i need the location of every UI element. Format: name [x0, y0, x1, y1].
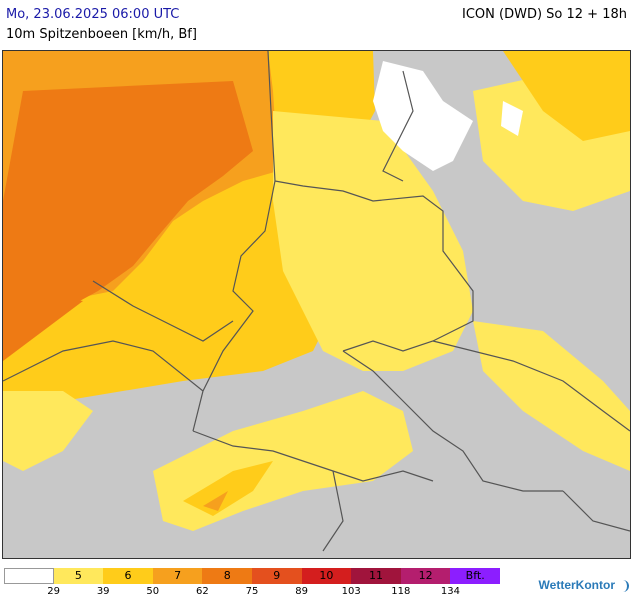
gust-zone-6-alps [183, 461, 273, 516]
wind-gust-map [2, 50, 631, 559]
legend-swatch: 8 [202, 568, 252, 584]
legend-swatch: 12 [400, 568, 451, 584]
baltic-sea [373, 61, 473, 171]
legend-swatch: Bft. [450, 568, 500, 584]
legend-swatch: 11 [351, 568, 401, 584]
gust-zone-5-central [273, 111, 473, 371]
legend-threshold: 39 [96, 586, 110, 597]
legend-threshold: 134 [440, 586, 460, 597]
legend-swatch: 6 [103, 568, 153, 584]
legend-threshold: 103 [341, 586, 361, 597]
model-run-label: ICON (DWD) So 12 + 18h [462, 7, 627, 22]
gust-zone-5-east [473, 321, 630, 471]
gust-zone-7-alps [203, 491, 228, 511]
legend-swatch [4, 568, 54, 584]
forecast-datetime: Mo, 23.06.2025 06:00 UTC [6, 7, 180, 22]
legend-threshold: 118 [391, 586, 411, 597]
legend-threshold: 75 [245, 586, 259, 597]
brand-logo: WetterKontor [539, 578, 629, 592]
baltic-sea-east [501, 101, 523, 136]
legend-threshold: 29 [47, 586, 60, 597]
brand-mark-icon [617, 579, 629, 592]
legend: 5 6 7 8 9 10 11 12 Bft. 29 39 50 62 75 89 103 118 134 [4, 568, 500, 600]
map-canvas [3, 51, 630, 558]
legend-threshold: 62 [196, 586, 209, 597]
legend-swatch: 10 [301, 568, 352, 584]
legend-swatch: 7 [152, 568, 203, 584]
gust-zone-5-west [3, 391, 93, 471]
country-borders [3, 51, 630, 552]
legend-swatch: 9 [252, 568, 302, 584]
legend-threshold: 89 [295, 586, 308, 597]
legend-swatch: 5 [53, 568, 104, 584]
gust-zone-8 [3, 81, 253, 351]
gust-zone-8-south [3, 296, 83, 361]
brand-name: WetterKontor [538, 578, 615, 592]
gust-zone-6-northeast [503, 51, 630, 141]
parameter-label: 10m Spitzenboeen [km/h, Bf] [6, 27, 197, 42]
legend-threshold: 50 [146, 586, 160, 597]
